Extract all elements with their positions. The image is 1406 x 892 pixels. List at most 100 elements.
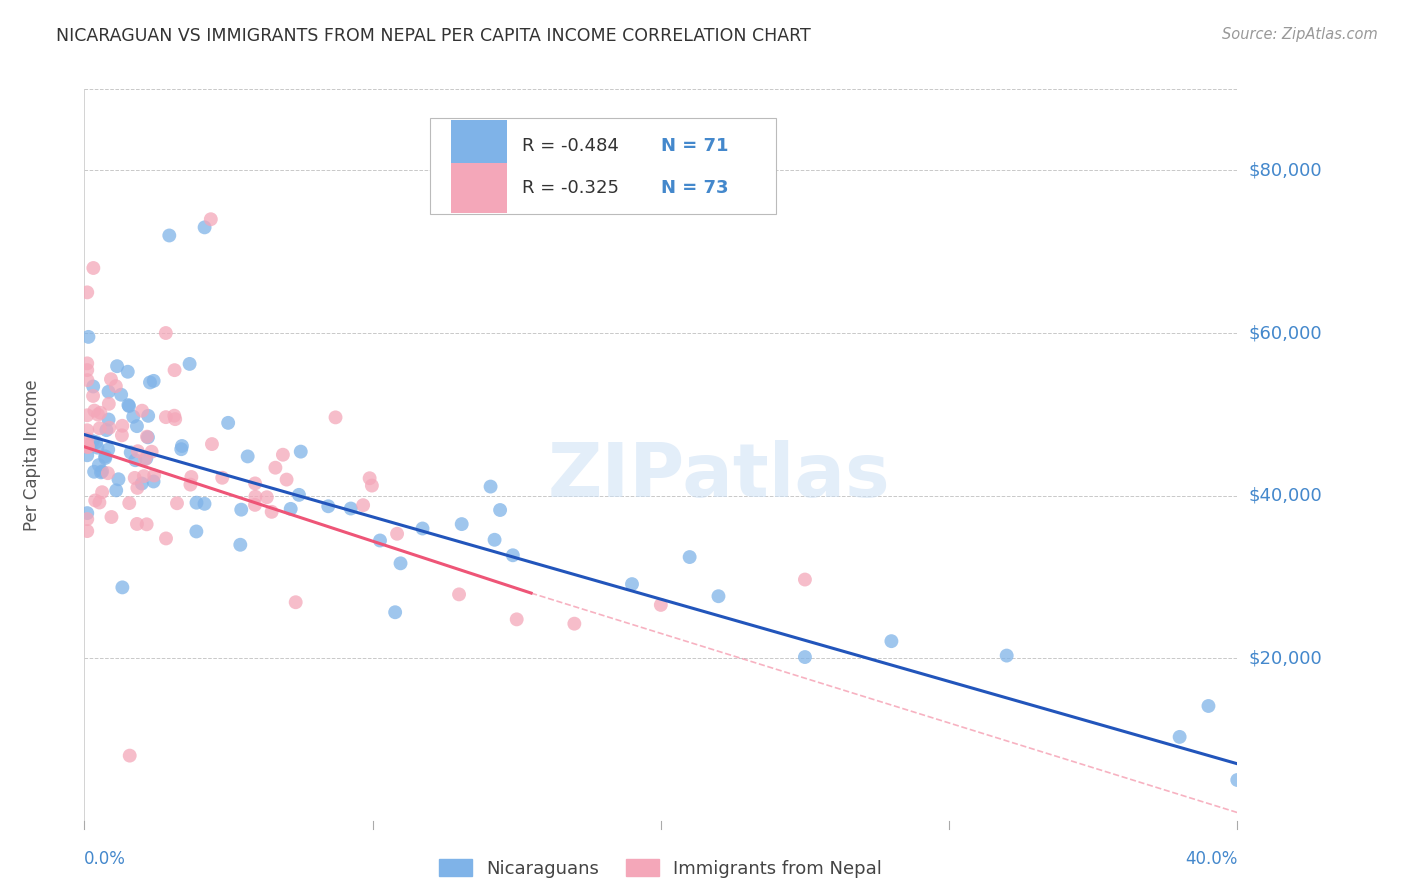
Point	[489, 503, 512, 517]
Point	[125, 419, 148, 434]
Point	[180, 470, 202, 484]
FancyBboxPatch shape	[451, 120, 508, 170]
Point	[105, 483, 128, 498]
Point	[77, 440, 100, 454]
Point	[284, 595, 307, 609]
Point	[122, 409, 145, 424]
Point	[98, 421, 121, 435]
Text: R = -0.484: R = -0.484	[523, 136, 620, 154]
Point	[1168, 730, 1191, 744]
Point	[562, 616, 586, 631]
Point	[105, 359, 128, 374]
Point	[201, 437, 224, 451]
Point	[142, 374, 165, 388]
Point	[136, 430, 159, 444]
Point	[243, 498, 266, 512]
Point	[368, 533, 391, 548]
Point	[124, 453, 146, 467]
FancyBboxPatch shape	[451, 162, 508, 213]
Point	[84, 435, 107, 450]
Point	[340, 501, 363, 516]
Point	[245, 490, 267, 504]
Point	[412, 522, 434, 536]
Point	[96, 423, 118, 437]
Point	[82, 379, 104, 393]
Text: N = 73: N = 73	[661, 179, 728, 197]
Point	[135, 451, 157, 466]
Point	[316, 500, 339, 514]
Point	[243, 476, 266, 491]
Text: $40,000: $40,000	[1249, 486, 1322, 505]
Point	[76, 437, 98, 451]
Point	[200, 212, 222, 227]
Point	[132, 469, 155, 483]
Point	[136, 430, 159, 444]
Point	[76, 285, 98, 300]
Point	[110, 387, 132, 401]
Point	[288, 488, 311, 502]
Point	[97, 412, 120, 426]
Point	[82, 434, 104, 449]
Point	[707, 589, 730, 603]
Point	[89, 495, 111, 509]
Text: N = 71: N = 71	[661, 136, 728, 154]
Point	[484, 533, 506, 547]
Point	[264, 460, 287, 475]
Point	[179, 357, 201, 371]
Point	[84, 493, 107, 508]
Text: $20,000: $20,000	[1249, 649, 1322, 667]
FancyBboxPatch shape	[430, 119, 776, 213]
Point	[118, 399, 141, 413]
Point	[143, 468, 166, 483]
Point	[447, 587, 470, 601]
Point	[76, 373, 98, 387]
Point	[163, 363, 186, 377]
Point	[236, 450, 259, 464]
Point	[170, 442, 193, 457]
Point	[193, 497, 215, 511]
Point	[155, 532, 177, 546]
Point	[82, 389, 104, 403]
Point	[76, 448, 98, 462]
Point	[1226, 772, 1249, 787]
Point	[131, 476, 153, 491]
Point	[217, 416, 239, 430]
Point	[83, 403, 105, 417]
Point	[136, 409, 159, 423]
Point	[120, 445, 142, 459]
Point	[1197, 698, 1219, 713]
Point	[621, 577, 644, 591]
Point	[97, 384, 120, 399]
Point	[271, 448, 294, 462]
Point	[359, 471, 381, 485]
Point	[450, 517, 472, 532]
Text: 40.0%: 40.0%	[1185, 850, 1237, 868]
Point	[131, 403, 153, 417]
Point	[139, 376, 162, 390]
Text: $80,000: $80,000	[1249, 161, 1322, 179]
Legend: Nicaraguans, Immigrants from Nepal: Nicaraguans, Immigrants from Nepal	[432, 852, 890, 885]
Point	[127, 444, 149, 458]
Point	[76, 524, 98, 538]
Point	[76, 409, 98, 423]
Point	[118, 748, 141, 763]
Point	[111, 418, 134, 433]
Point	[166, 496, 188, 510]
Point	[231, 502, 253, 516]
Point	[194, 220, 217, 235]
Text: 0.0%: 0.0%	[84, 850, 127, 868]
Point	[76, 506, 98, 520]
Point	[118, 496, 141, 510]
Text: NICARAGUAN VS IMMIGRANTS FROM NEPAL PER CAPITA INCOME CORRELATION CHART: NICARAGUAN VS IMMIGRANTS FROM NEPAL PER …	[56, 27, 811, 45]
Point	[127, 481, 149, 495]
Point	[211, 471, 233, 485]
Text: $60,000: $60,000	[1249, 324, 1322, 342]
Point	[157, 228, 180, 243]
Point	[170, 439, 193, 453]
Point	[165, 412, 187, 426]
Point	[111, 580, 134, 594]
Point	[94, 450, 117, 465]
Point	[97, 442, 120, 457]
Point	[77, 330, 100, 344]
Point	[352, 498, 374, 512]
